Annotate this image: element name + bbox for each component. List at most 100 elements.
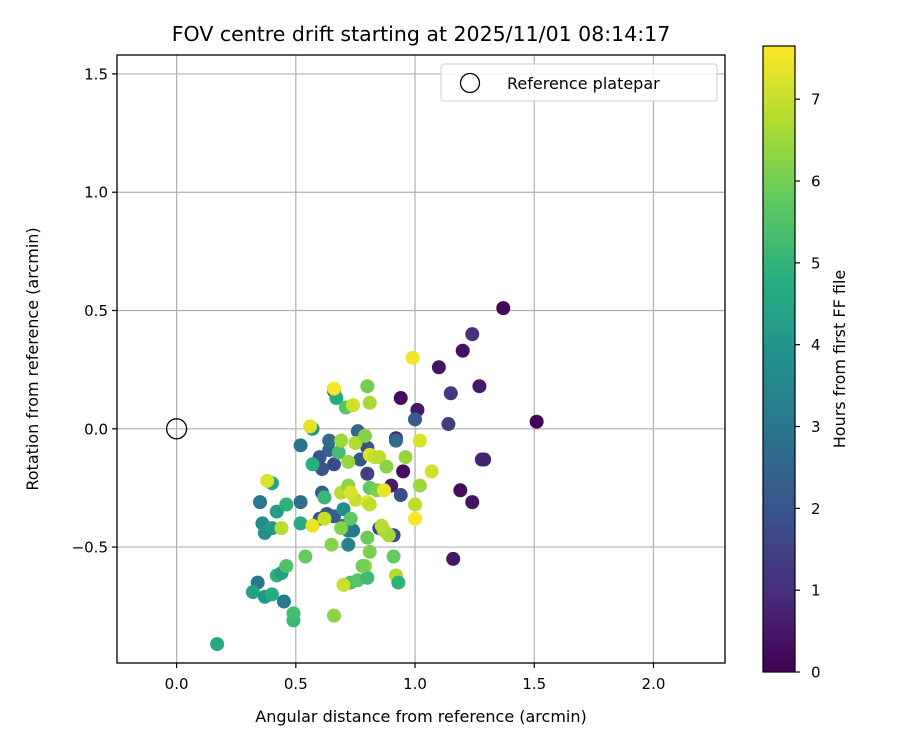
data-point bbox=[477, 452, 492, 467]
data-point bbox=[393, 488, 408, 503]
data-point bbox=[293, 438, 308, 453]
data-point bbox=[446, 551, 461, 566]
reference-platepar-marker bbox=[165, 418, 188, 440]
data-point bbox=[453, 483, 468, 498]
data-point bbox=[465, 327, 480, 342]
data-point bbox=[346, 523, 361, 538]
data-point bbox=[286, 606, 301, 621]
data-point bbox=[317, 511, 332, 526]
colorbar-tick-label: 0 bbox=[811, 664, 821, 682]
data-point bbox=[431, 360, 446, 375]
data-point bbox=[298, 549, 313, 564]
data-point bbox=[274, 521, 289, 536]
x-tick-label: 2.0 bbox=[642, 675, 666, 693]
data-point bbox=[443, 386, 458, 401]
data-point bbox=[305, 518, 320, 533]
data-point bbox=[405, 350, 420, 365]
data-point bbox=[360, 530, 375, 545]
x-axis-label: Angular distance from reference (arcmin) bbox=[255, 707, 586, 726]
colorbar-tick-label: 2 bbox=[811, 500, 821, 518]
data-point bbox=[245, 585, 260, 600]
data-point bbox=[348, 435, 363, 450]
data-point bbox=[362, 395, 377, 410]
y-axis-ticks: −0.5 0.0 0.5 1.0 1.5 bbox=[72, 65, 117, 557]
data-point bbox=[465, 495, 480, 510]
data-point bbox=[408, 511, 423, 526]
data-point bbox=[391, 575, 406, 590]
data-point bbox=[529, 414, 544, 429]
x-tick-label: 0.5 bbox=[284, 675, 308, 693]
x-tick-label: 1.0 bbox=[403, 675, 427, 693]
data-point bbox=[253, 495, 268, 510]
legend-label-reference: Reference platepar bbox=[507, 74, 660, 93]
data-point bbox=[341, 537, 356, 552]
reference-marker-icon bbox=[459, 72, 481, 94]
x-axis-ticks: 0.0 0.5 1.0 1.5 2.0 bbox=[165, 663, 666, 693]
legend: Reference platepar bbox=[440, 63, 718, 102]
colorbar-tick-label: 3 bbox=[811, 418, 821, 436]
data-point bbox=[374, 518, 389, 533]
data-point bbox=[360, 570, 375, 585]
data-point bbox=[396, 464, 411, 479]
data-point bbox=[346, 398, 361, 413]
colorbar-ticks: 0 1 2 3 4 5 6 7 bbox=[795, 91, 821, 682]
data-points bbox=[165, 301, 544, 652]
data-point bbox=[496, 301, 511, 316]
data-point bbox=[260, 473, 275, 488]
data-point bbox=[336, 577, 351, 592]
data-point bbox=[355, 559, 370, 574]
data-point bbox=[276, 594, 291, 609]
data-point bbox=[455, 343, 470, 358]
data-point bbox=[317, 490, 332, 505]
data-point bbox=[441, 417, 456, 432]
x-tick-label: 0.0 bbox=[165, 675, 189, 693]
data-point bbox=[379, 459, 394, 474]
data-point bbox=[341, 454, 356, 469]
data-point bbox=[305, 457, 320, 472]
data-point bbox=[412, 478, 427, 493]
data-point bbox=[386, 549, 401, 564]
data-point bbox=[393, 391, 408, 406]
data-point bbox=[293, 516, 308, 531]
data-point bbox=[269, 504, 284, 519]
plot-area-frame bbox=[116, 54, 726, 664]
chart-title: FOV centre drift starting at 2025/11/01 … bbox=[172, 22, 671, 46]
legend-box bbox=[440, 63, 718, 102]
y-tick-label: 0.0 bbox=[84, 420, 108, 438]
data-point bbox=[279, 497, 294, 512]
y-axis-label: Rotation from reference (arcmin) bbox=[23, 227, 42, 490]
data-point bbox=[362, 497, 377, 512]
data-point bbox=[398, 450, 413, 465]
data-point bbox=[264, 587, 279, 602]
data-point bbox=[210, 637, 225, 652]
data-point bbox=[326, 381, 341, 396]
data-point bbox=[343, 511, 358, 526]
data-point bbox=[412, 433, 427, 448]
y-tick-label: 0.5 bbox=[84, 302, 108, 320]
data-point bbox=[357, 428, 372, 443]
colorbar-tick-label: 4 bbox=[811, 336, 821, 354]
colorbar-label: Hours from first FF file bbox=[830, 270, 849, 449]
data-point bbox=[326, 608, 341, 623]
data-point bbox=[377, 483, 392, 498]
data-point bbox=[331, 445, 346, 460]
y-tick-label: 1.5 bbox=[84, 65, 108, 83]
data-point bbox=[322, 433, 337, 448]
data-point bbox=[388, 433, 403, 448]
data-point bbox=[334, 433, 349, 448]
data-point bbox=[424, 464, 439, 479]
colorbar bbox=[762, 45, 796, 673]
data-point bbox=[293, 495, 308, 510]
data-point bbox=[360, 379, 375, 394]
data-point bbox=[303, 419, 318, 434]
grid bbox=[117, 55, 725, 663]
data-point bbox=[360, 466, 375, 481]
data-point bbox=[472, 379, 487, 394]
data-point bbox=[324, 537, 339, 552]
colorbar-tick-label: 6 bbox=[811, 173, 821, 191]
y-tick-label: −0.5 bbox=[72, 539, 108, 557]
data-point bbox=[279, 559, 294, 574]
data-point bbox=[408, 497, 423, 512]
data-point bbox=[343, 485, 358, 500]
